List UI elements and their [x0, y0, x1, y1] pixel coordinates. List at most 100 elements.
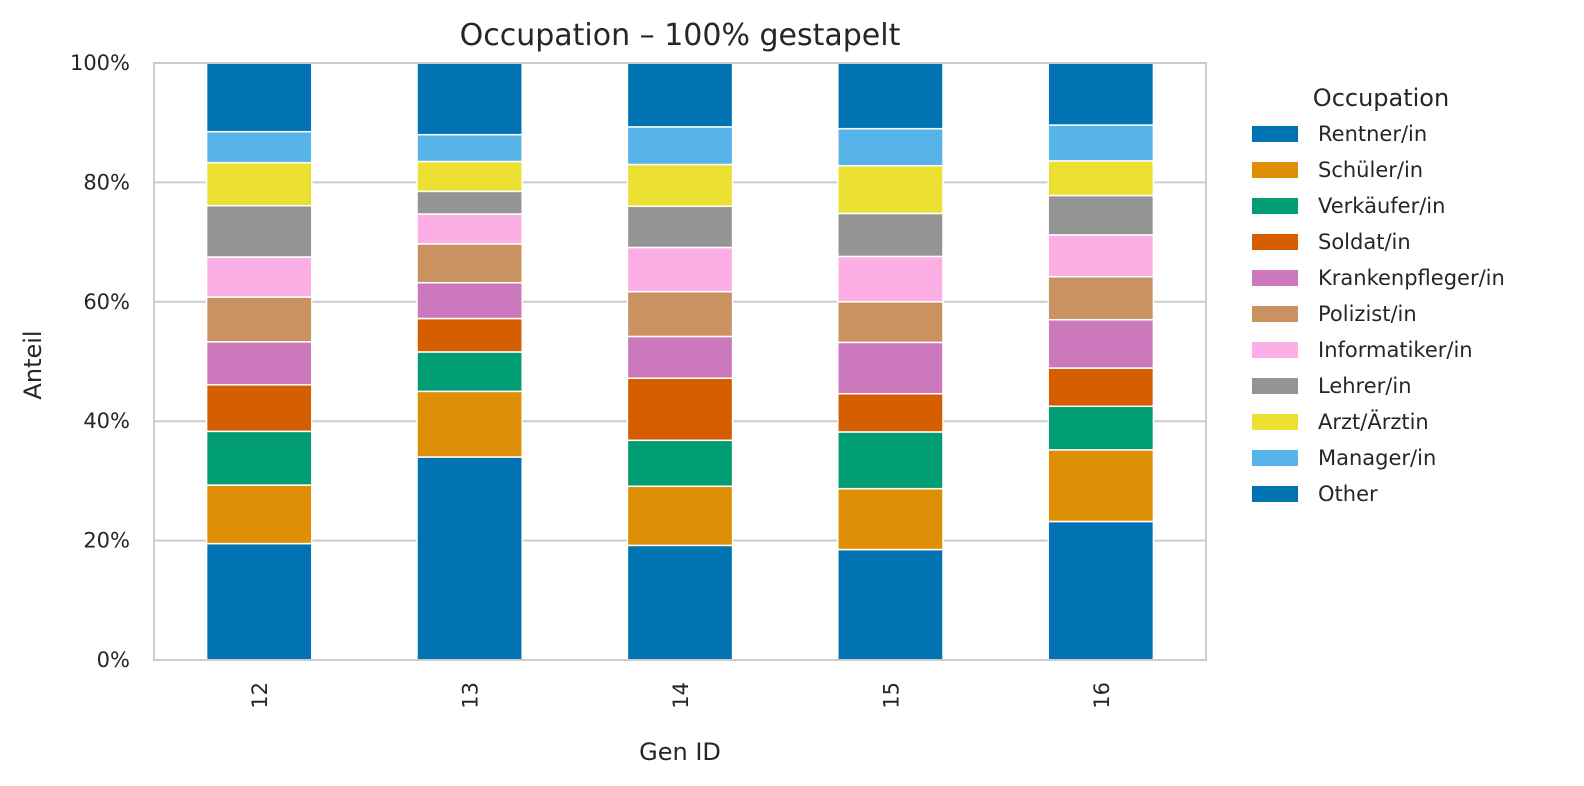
bar-segment — [205, 384, 313, 433]
legend-label: Informatiker/in — [1318, 338, 1473, 362]
bar-segment — [837, 301, 944, 344]
x-axis-label: Gen ID — [639, 738, 721, 766]
y-tick-label: 40% — [83, 409, 130, 433]
bar-segment — [416, 390, 523, 458]
bar-segment — [416, 190, 523, 215]
bar-segment — [416, 133, 523, 163]
legend-label: Manager/in — [1318, 446, 1436, 470]
legend-item: Arzt/Ärztin — [1252, 409, 1429, 434]
bar-segment — [205, 341, 313, 386]
bar-stack-13 — [416, 62, 523, 661]
legend: Occupation Rentner/in Schüler/in Verkäufer… — [1252, 84, 1505, 506]
bar-segment — [837, 341, 944, 395]
legend-swatch — [1252, 414, 1298, 430]
legend-item: Informatiker/in — [1252, 338, 1473, 362]
legend-swatch — [1252, 162, 1298, 178]
bar-stack-15 — [837, 62, 944, 661]
bar-segment — [626, 290, 734, 338]
chart-title: Occupation – 100% gestapelt — [460, 18, 901, 53]
bar-segment — [416, 62, 523, 136]
y-tick-labels: 0% 20% 40% 60% 80% 100% — [70, 51, 130, 672]
bar-segment — [416, 213, 523, 245]
bar-segment — [205, 484, 313, 545]
legend-label: Arzt/Ärztin — [1318, 409, 1429, 434]
y-tick-label: 0% — [97, 648, 130, 672]
bar-segment — [837, 392, 944, 433]
bar-stack-12 — [205, 62, 313, 661]
bar-segment — [205, 130, 313, 164]
legend-swatch — [1252, 306, 1298, 322]
legend-label: Other — [1318, 482, 1378, 506]
bar-segment — [205, 161, 313, 207]
bar-segment — [1047, 405, 1155, 451]
legend-item: Rentner/in — [1252, 122, 1427, 146]
bar-segment — [626, 544, 734, 661]
bar-segment — [626, 163, 734, 208]
bar-segment — [1047, 62, 1155, 126]
legend-swatch — [1252, 126, 1298, 142]
bar-segment — [416, 351, 523, 393]
bar-segment — [205, 296, 313, 343]
bar-segment — [626, 439, 734, 488]
legend-label: Schüler/in — [1318, 158, 1423, 182]
bar-segment — [837, 127, 944, 167]
bar-segment — [1047, 124, 1155, 162]
legend-item: Verkäufer/in — [1252, 194, 1445, 218]
bar-segment — [416, 160, 523, 193]
legend-swatch — [1252, 342, 1298, 358]
bar-segment — [1047, 449, 1155, 523]
bar-segment — [837, 62, 944, 130]
bar-segment — [416, 317, 523, 353]
legend-swatch — [1252, 486, 1298, 502]
legend-items: Rentner/in Schüler/in Verkäufer/in Soldat/i… — [1252, 122, 1505, 506]
bar-stack-16 — [1047, 62, 1155, 661]
bar-segment — [837, 212, 944, 258]
legend-title: Occupation — [1313, 84, 1449, 112]
bar-segment — [1047, 194, 1155, 236]
bar-segment — [626, 246, 734, 293]
bar-segment — [626, 126, 734, 166]
bar-segment — [205, 430, 313, 486]
legend-label: Polizist/in — [1318, 302, 1417, 326]
bar-segment — [205, 256, 313, 298]
y-tick-label: 80% — [83, 170, 130, 194]
x-tick-label: 16 — [1090, 682, 1114, 709]
bar-segment — [205, 542, 313, 661]
bar-segment — [837, 164, 944, 215]
bar-segment — [626, 485, 734, 547]
bar-segment — [1047, 367, 1155, 408]
bar-segment — [1047, 318, 1155, 369]
bar-segment — [837, 431, 944, 490]
bar-segment — [626, 62, 734, 128]
x-tick-label: 14 — [669, 682, 693, 709]
bar-segment — [837, 255, 944, 303]
legend-label: Lehrer/in — [1318, 374, 1412, 398]
legend-swatch — [1252, 270, 1298, 286]
legend-item: Schüler/in — [1252, 158, 1423, 182]
y-tick-label: 20% — [83, 529, 130, 553]
legend-swatch — [1252, 378, 1298, 394]
bar-segment — [1047, 160, 1155, 197]
bars — [205, 62, 1155, 661]
bar-segment — [205, 204, 313, 258]
bar-segment — [837, 548, 944, 661]
bar-segment — [205, 62, 313, 133]
plot-area-frame — [153, 62, 1207, 661]
bar-segment — [626, 205, 734, 249]
bar-segment — [416, 281, 523, 320]
x-tick-label: 12 — [248, 682, 272, 709]
legend-item: Lehrer/in — [1252, 374, 1412, 398]
x-tick-label: 15 — [879, 682, 903, 709]
y-tick-label: 100% — [70, 51, 130, 75]
x-tick-label: 13 — [459, 682, 483, 709]
bar-segment — [416, 456, 523, 661]
legend-item: Polizist/in — [1252, 302, 1417, 326]
bar-segment — [837, 487, 944, 551]
legend-swatch — [1252, 198, 1298, 214]
legend-label: Soldat/in — [1318, 230, 1411, 254]
legend-item: Soldat/in — [1252, 230, 1411, 254]
bar-segment — [416, 243, 523, 284]
y-tick-label: 60% — [83, 290, 130, 314]
bar-stack-14 — [626, 62, 734, 661]
